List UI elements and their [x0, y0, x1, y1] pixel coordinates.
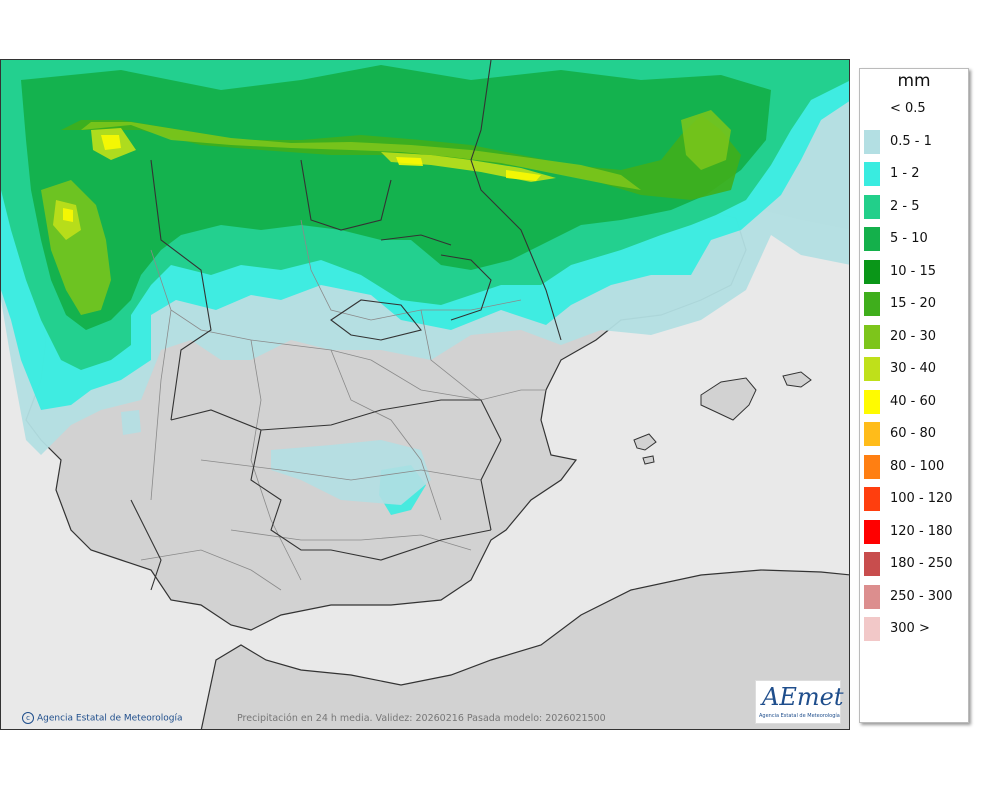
legend-swatch: [864, 422, 880, 446]
legend-label: 20 - 30: [890, 328, 937, 344]
legend-item: 80 - 100: [860, 454, 968, 479]
aemet-logo-wordmark: AEmet: [762, 683, 844, 711]
legend-swatch: [864, 519, 880, 544]
formentera-island: [642, 455, 655, 465]
legend-item: 5 - 10: [860, 227, 968, 251]
legend-item: 20 - 30: [860, 324, 968, 349]
legend-label: 15 - 20: [890, 296, 937, 311]
mallorca-island: [700, 377, 757, 421]
aemet-logo: AEmet Agencia Estatal de Meteorología: [755, 680, 844, 724]
legend-swatch: [864, 259, 880, 284]
map-caption: Precipitación en 24 h media. Validez: 20…: [237, 713, 606, 724]
legend-swatch: [864, 357, 880, 381]
legend-item: 180 - 250: [860, 552, 968, 576]
band-40-60: [63, 135, 541, 222]
legend-swatch: [864, 97, 880, 121]
legend-item: 2 - 5: [860, 194, 968, 219]
legend-label: 300 >: [890, 621, 930, 636]
legend-label: 0.5 - 1: [890, 133, 932, 149]
legend-swatch: [864, 617, 880, 641]
legend-item: 1 - 2: [860, 162, 968, 186]
legend-swatch: [864, 389, 880, 414]
band-0-5-1-west: [121, 410, 141, 435]
band-0-5-1-south: [271, 440, 431, 505]
band-20-30: [81, 122, 641, 190]
band-30-40: [53, 128, 556, 240]
legend-label: 5 - 10: [890, 231, 928, 246]
legend-swatch: [864, 129, 880, 154]
agency-credit: c Agencia Estatal de Meteorología: [22, 712, 183, 724]
legend-swatch: [864, 454, 880, 479]
legend-label: 60 - 80: [890, 426, 937, 441]
legend-item: 300 >: [860, 617, 968, 641]
legend-label: 40 - 60: [890, 393, 937, 409]
legend-unit: mm: [897, 71, 931, 91]
menorca-island: [782, 371, 812, 388]
legend-label: 10 - 15: [890, 263, 937, 279]
copyright-icon: c: [22, 712, 34, 724]
precipitation-bands: [1, 60, 849, 515]
legend-item: < 0.5: [860, 97, 968, 121]
legend-item: 60 - 80: [860, 422, 968, 446]
aemet-logo-subtitle: Agencia Estatal de Meteorología: [759, 713, 840, 719]
legend-swatch: [864, 487, 880, 511]
legend-item: 30 - 40: [860, 357, 968, 381]
legend-swatch: [864, 162, 880, 186]
map-canvas: [1, 60, 849, 729]
regional-borders: [140, 219, 546, 591]
legend-label: 100 - 120: [890, 491, 953, 506]
community-borders: [130, 60, 562, 591]
legend-item: 250 - 300: [860, 584, 968, 609]
legend-swatch: [864, 194, 880, 219]
legend-label: 250 - 300: [890, 588, 953, 604]
legend-swatch: [864, 552, 880, 576]
legend-item: 120 - 180: [860, 519, 968, 544]
legend-label: 30 - 40: [890, 361, 937, 376]
band-20-30-brittany: [681, 110, 731, 170]
precipitation-map: [0, 59, 850, 730]
legend-item: 10 - 15: [860, 259, 968, 284]
africa-land: [200, 569, 849, 729]
legend-item: 40 - 60: [860, 389, 968, 414]
agency-credit-text: Agencia Estatal de Meteorología: [37, 713, 183, 724]
precipitation-legend: mm < 0.5 0.5 - 1 1 - 2 2 - 5 5 - 10 10 - 15 15…: [859, 68, 969, 723]
legend-swatch: [864, 324, 880, 349]
legend-swatch: [864, 227, 880, 251]
legend-swatch: [864, 584, 880, 609]
legend-label: 1 - 2: [890, 166, 920, 181]
legend-item: 15 - 20: [860, 292, 968, 316]
legend-label: 80 - 100: [890, 458, 945, 474]
legend-label: 180 - 250: [890, 556, 953, 571]
legend-label: < 0.5: [890, 101, 926, 116]
band-5-10: [21, 65, 771, 330]
legend-swatch: [864, 292, 880, 316]
legend-item: 100 - 120: [860, 487, 968, 511]
legend-label: 2 - 5: [890, 198, 920, 214]
ibiza-island: [633, 433, 657, 451]
legend-label: 120 - 180: [890, 523, 953, 539]
legend-item: 0.5 - 1: [860, 129, 968, 154]
